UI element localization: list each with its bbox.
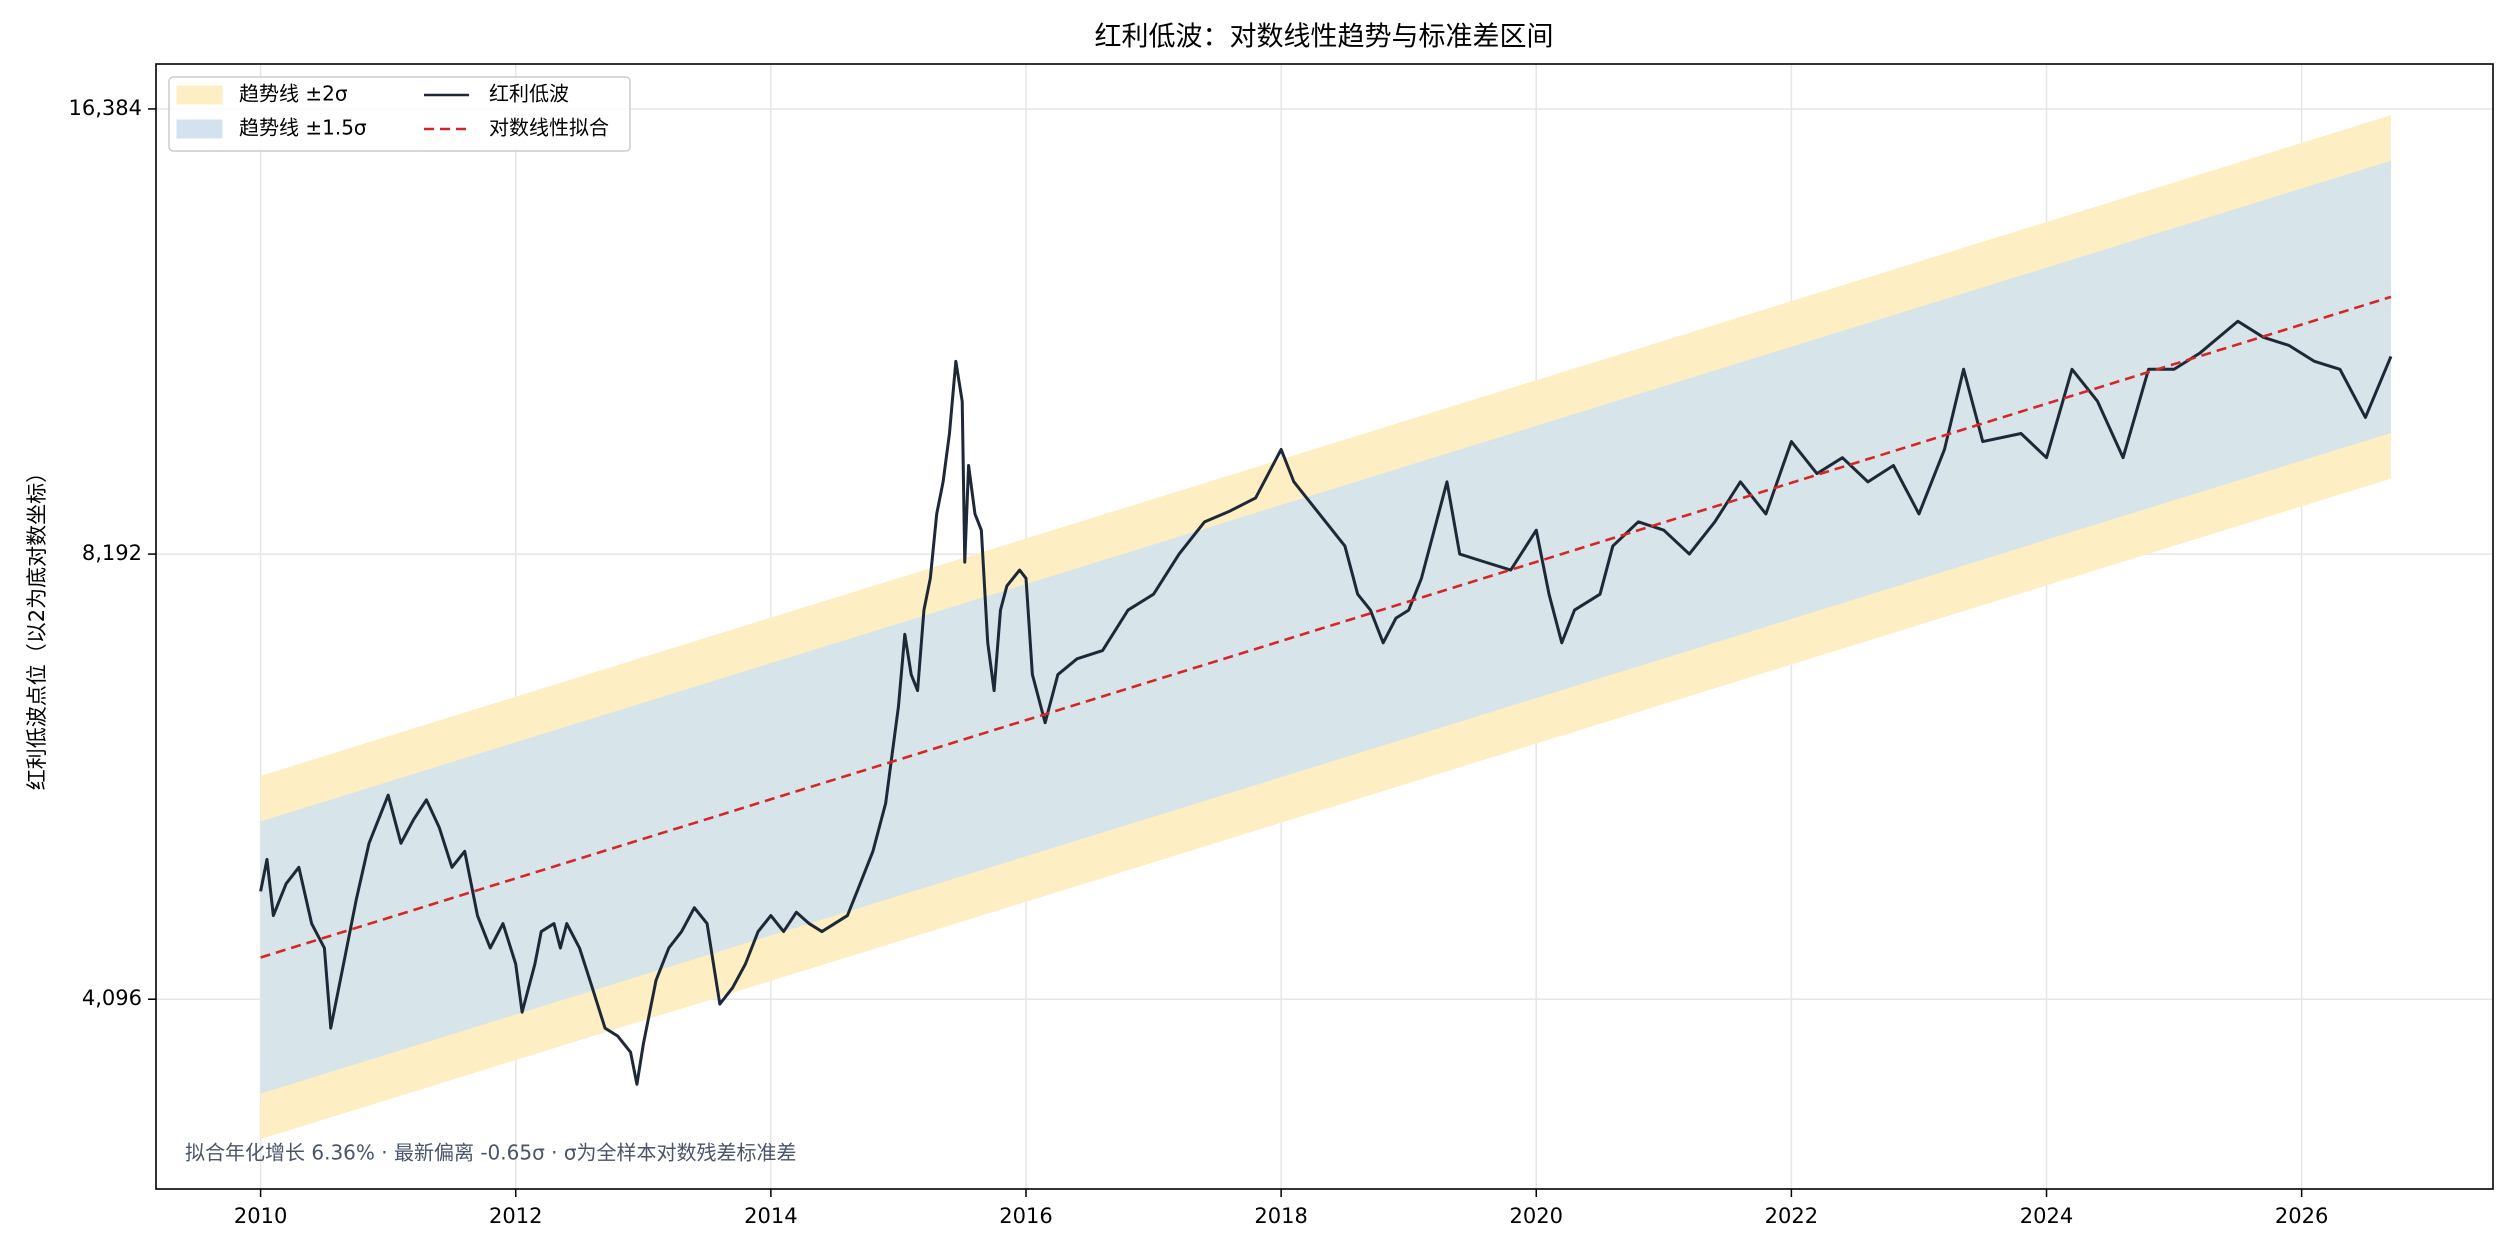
x-tick-label: 2020 bbox=[1510, 1204, 1563, 1228]
x-tick-label: 2012 bbox=[489, 1204, 542, 1228]
legend-label: 红利低波 bbox=[489, 82, 569, 106]
legend-swatch bbox=[176, 85, 223, 105]
band bbox=[260, 160, 2391, 1094]
axes-frame bbox=[155, 63, 2494, 1190]
legend-box bbox=[168, 76, 631, 152]
legend-label: 趋势线 ±2σ bbox=[239, 82, 348, 106]
x-tick-label: 2014 bbox=[744, 1204, 797, 1228]
y-tick-label: 16,384 bbox=[69, 96, 142, 120]
plot-area bbox=[156, 64, 2493, 1189]
series-line bbox=[259, 319, 2393, 1086]
x-tick-label: 2010 bbox=[234, 1204, 287, 1228]
y-tick-label: 8,192 bbox=[82, 541, 142, 565]
x-tick-label: 2024 bbox=[2020, 1204, 2073, 1228]
x-tick-label: 2018 bbox=[1254, 1204, 1307, 1228]
series-line bbox=[260, 295, 2392, 959]
x-tick-label: 2022 bbox=[1765, 1204, 1818, 1228]
legend-label: 对数线性拟合 bbox=[489, 116, 609, 140]
y-axis-label: 红利低波点位（以2为底对数坐标） bbox=[25, 462, 49, 790]
x-tick-label: 2026 bbox=[2275, 1204, 2328, 1228]
annotation: 拟合年化增长 6.36% · 最新偏离 -0.65σ · σ为全样本对数残差标准… bbox=[185, 1141, 797, 1165]
x-tick-label: 2016 bbox=[999, 1204, 1052, 1228]
y-tick-label: 4,096 bbox=[82, 986, 142, 1010]
chart-title: 红利低波：对数线性趋势与标准差区间 bbox=[1095, 22, 1554, 53]
legend-swatch bbox=[176, 119, 223, 139]
legend-label: 趋势线 ±1.5σ bbox=[239, 116, 367, 140]
